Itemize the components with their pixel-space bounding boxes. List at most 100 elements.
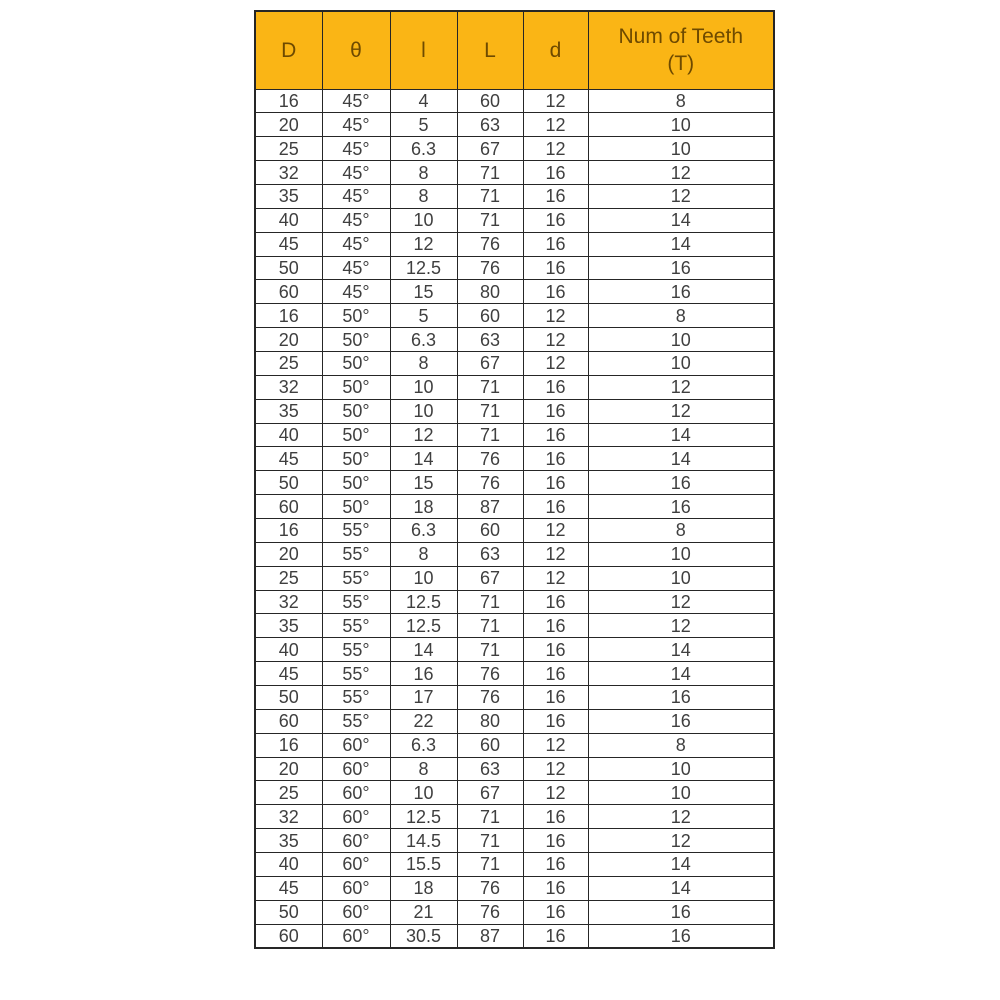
- table-row: 32 55° 12.5 71 16 12: [254, 589, 775, 615]
- table-row: 60 60° 30.5 87 16 16: [254, 923, 775, 949]
- header-row: D θ l L d Num of Teeth (T): [254, 10, 775, 90]
- cell-L: 76: [456, 231, 524, 257]
- table-row: 60 55° 22 80 16 16: [254, 708, 775, 734]
- cell-L: 60: [456, 517, 524, 543]
- cell-theta: 45°: [321, 255, 391, 281]
- table-row: 32 50° 10 71 16 12: [254, 374, 775, 400]
- spec-table: D θ l L d Num of Teeth (T) 16 45° 4 60 12 8 20…: [254, 10, 775, 949]
- cell-D: 25: [254, 565, 323, 591]
- cell-L: 67: [456, 136, 524, 162]
- cell-L: 71: [456, 183, 524, 209]
- cell-d: 12: [522, 517, 589, 543]
- table-row: 25 55° 10 67 12 10: [254, 565, 775, 591]
- cell-num-of-teeth: 12: [587, 374, 775, 400]
- table-row: 60 45° 15 80 16 16: [254, 279, 775, 305]
- cell-theta: 50°: [321, 494, 391, 519]
- cell-theta: 50°: [321, 398, 391, 424]
- cell-l: 12.5: [389, 613, 458, 639]
- cell-D: 35: [254, 613, 323, 639]
- cell-L: 87: [456, 494, 524, 519]
- table-body: 16 45° 4 60 12 8 20 45° 5 63 12 10 25 45° 6.3 67 12 10 32 4…: [254, 88, 775, 949]
- cell-l: 15: [389, 279, 458, 305]
- cell-d: 12: [522, 756, 589, 782]
- cell-theta: 45°: [321, 112, 391, 138]
- cell-l: 10: [389, 565, 458, 591]
- cell-num-of-teeth: 14: [587, 207, 775, 233]
- cell-num-of-teeth: 12: [587, 183, 775, 209]
- cell-L: 60: [456, 88, 524, 114]
- cell-d: 12: [522, 303, 589, 329]
- cell-theta: 50°: [321, 422, 391, 448]
- cell-l: 15: [389, 470, 458, 496]
- cell-d: 16: [522, 923, 589, 949]
- cell-num-of-teeth: 12: [587, 804, 775, 830]
- cell-L: 76: [456, 255, 524, 281]
- col-header-l: l: [389, 10, 458, 90]
- cell-num-of-teeth: 10: [587, 136, 775, 162]
- table-row: 32 60° 12.5 71 16 12: [254, 804, 775, 830]
- cell-D: 50: [254, 899, 323, 925]
- cell-D: 20: [254, 756, 323, 782]
- cell-L: 71: [456, 852, 524, 877]
- cell-D: 40: [254, 422, 323, 448]
- cell-num-of-teeth: 8: [587, 303, 775, 329]
- cell-num-of-teeth: 14: [587, 231, 775, 257]
- cell-theta: 55°: [321, 517, 391, 543]
- cell-num-of-teeth: 16: [587, 923, 775, 949]
- table-row: 50 60° 21 76 16 16: [254, 899, 775, 925]
- table-row: 35 60° 14.5 71 16 12: [254, 828, 775, 853]
- cell-L: 71: [456, 398, 524, 424]
- cell-l: 12.5: [389, 255, 458, 281]
- cell-d: 16: [522, 494, 589, 519]
- cell-l: 22: [389, 708, 458, 734]
- cell-d: 16: [522, 828, 589, 853]
- cell-theta: 55°: [321, 637, 391, 663]
- cell-L: 71: [456, 613, 524, 639]
- cell-l: 21: [389, 899, 458, 925]
- cell-D: 25: [254, 350, 323, 376]
- cell-L: 76: [456, 661, 524, 686]
- cell-D: 20: [254, 112, 323, 138]
- cell-l: 4: [389, 88, 458, 114]
- cell-theta: 45°: [321, 231, 391, 257]
- cell-num-of-teeth: 14: [587, 637, 775, 663]
- table-row: 25 60° 10 67 12 10: [254, 780, 775, 806]
- cell-num-of-teeth: 10: [587, 350, 775, 376]
- cell-D: 45: [254, 661, 323, 686]
- cell-d: 16: [522, 899, 589, 925]
- cell-L: 63: [456, 541, 524, 567]
- cell-num-of-teeth: 14: [587, 661, 775, 686]
- cell-num-of-teeth: 16: [587, 279, 775, 305]
- cell-L: 71: [456, 374, 524, 400]
- cell-D: 25: [254, 136, 323, 162]
- cell-num-of-teeth: 10: [587, 780, 775, 806]
- cell-d: 16: [522, 852, 589, 877]
- cell-num-of-teeth: 14: [587, 852, 775, 877]
- cell-l: 12: [389, 231, 458, 257]
- cell-l: 8: [389, 350, 458, 376]
- cell-L: 60: [456, 732, 524, 758]
- cell-L: 71: [456, 422, 524, 448]
- cell-theta: 60°: [321, 756, 391, 782]
- cell-l: 14.5: [389, 828, 458, 853]
- cell-l: 18: [389, 875, 458, 901]
- cell-theta: 55°: [321, 661, 391, 686]
- table-row: 50 55° 17 76 16 16: [254, 684, 775, 710]
- cell-theta: 50°: [321, 470, 391, 496]
- cell-theta: 60°: [321, 899, 391, 925]
- col-header-num-of-teeth: Num of Teeth (T): [587, 10, 775, 90]
- cell-L: 71: [456, 828, 524, 853]
- cell-L: 71: [456, 207, 524, 233]
- cell-theta: 55°: [321, 708, 391, 734]
- cell-D: 16: [254, 732, 323, 758]
- table-row: 20 45° 5 63 12 10: [254, 112, 775, 138]
- cell-d: 16: [522, 183, 589, 209]
- cell-L: 80: [456, 708, 524, 734]
- cell-L: 63: [456, 327, 524, 352]
- cell-L: 80: [456, 279, 524, 305]
- cell-num-of-teeth: 14: [587, 422, 775, 448]
- cell-D: 25: [254, 780, 323, 806]
- cell-d: 16: [522, 255, 589, 281]
- table-row: 16 55° 6.3 60 12 8: [254, 517, 775, 543]
